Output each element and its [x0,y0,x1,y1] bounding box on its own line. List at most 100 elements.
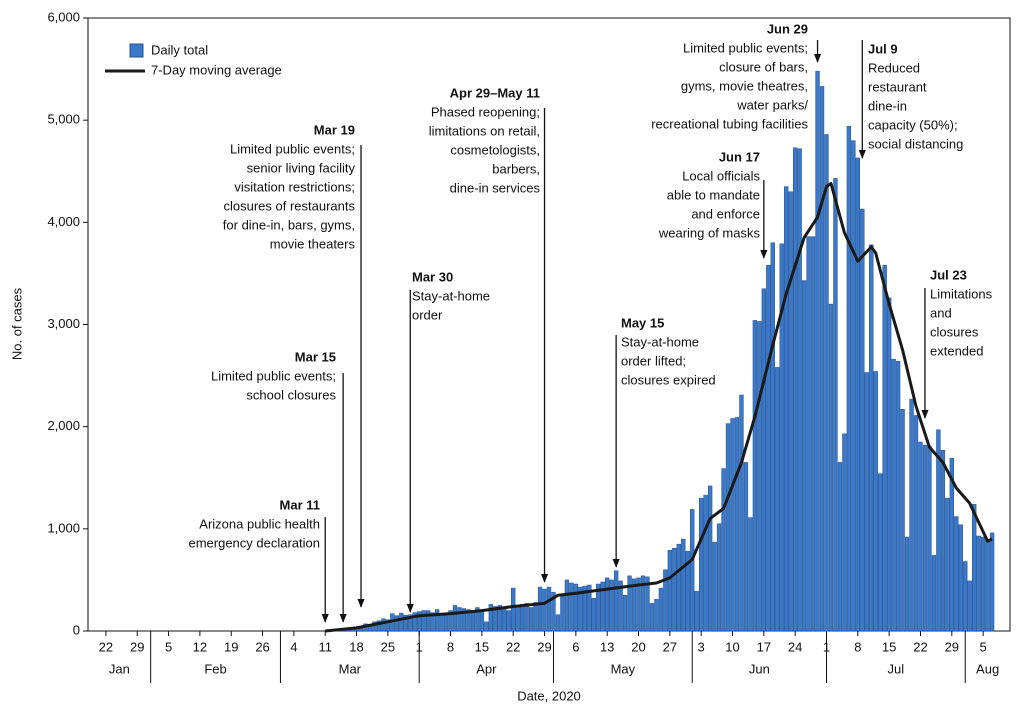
bar [775,367,780,632]
bar [578,586,583,632]
bar [587,584,592,632]
bar [493,606,498,632]
bar [385,619,391,632]
bar [757,321,762,632]
x-tick-label: 8 [854,639,861,654]
moving-average-line [325,182,993,633]
bar [922,444,928,632]
x-tick-label: 22 [506,639,520,654]
annotation-text: dine-in services [450,180,541,195]
bar [461,608,467,632]
annotation-heading: Jun 17 [719,149,760,164]
bar [676,543,681,632]
month-label: May [611,661,636,676]
bar [878,473,883,632]
bar [837,462,843,632]
bar [810,236,816,632]
bar [712,541,717,632]
x-tick-label: 5 [165,639,172,654]
bar [989,532,995,632]
bar [466,609,471,632]
annotation-text: cosmetologists, [450,142,540,157]
x-tick-label: 17 [757,639,771,654]
x-tick-label: 19 [224,639,238,654]
x-tick-label: 22 [913,639,927,654]
annotation-heading: Apr 29–May 11 [450,85,540,100]
x-tick-label: 10 [725,639,739,654]
bar [439,614,444,632]
annotation-text: emergency declaration [188,535,320,550]
bar [851,140,856,632]
annotation-text: dine-in [868,98,907,113]
annotation-text: for dine-in, bars, gyms, [223,217,355,232]
bar [886,297,892,632]
bar [743,462,749,632]
bar [448,610,453,632]
bar [963,561,968,632]
x-tick-label: 22 [99,639,113,654]
bar [484,621,489,632]
y-tick-label: 2,000 [47,418,80,433]
annotation-heading: Mar 15 [295,349,336,364]
bar [945,497,950,632]
annotation-heading: Jul 9 [868,41,898,56]
bar [417,611,422,632]
annotation-text: visitation restrictions; [234,179,355,194]
x-tick-label: 27 [663,639,677,654]
bar [631,578,637,632]
bar [519,604,525,632]
annotation-text: gyms, movie theatres, [681,78,808,93]
annotation-heading: Mar 11 [280,497,320,512]
annotation-text: able to mandate [667,187,760,202]
bar [425,610,431,632]
x-tick-label: 6 [572,639,579,654]
bar [658,587,664,632]
bar [806,236,811,632]
bar [828,303,834,632]
annotation-text: school closures [246,387,336,402]
bar [475,607,480,632]
annotation-text: closures [930,324,979,339]
bar [605,577,610,632]
annotation-text: and [930,305,952,320]
y-axis-label: No. of cases [9,287,24,360]
bar [842,433,847,632]
bar [564,579,570,632]
annotation-text: Limited public events; [230,141,355,156]
bar [403,614,408,632]
bar [654,599,659,632]
bar [985,539,990,632]
bar [784,186,789,632]
bar [613,570,619,632]
bar [600,581,605,632]
bar [412,612,417,632]
bar [636,577,641,632]
x-tick-label: 29 [537,639,551,654]
bar [551,591,556,632]
x-tick-label: 12 [193,639,207,654]
bar [452,605,458,632]
legend-swatch [129,43,144,58]
bar [748,517,753,632]
x-tick-label: 25 [381,639,395,654]
bar [976,535,981,632]
annotation-text: order [412,307,443,322]
bar [766,264,771,632]
annotation-text: movie theaters [270,236,356,251]
annotation-text: restaurant [868,79,927,94]
annotation-text: Limited public events; [211,368,336,383]
x-tick-label: 5 [980,639,987,654]
bar [434,609,440,632]
bar [904,536,910,632]
legend-label: 7-Day moving average [151,62,282,77]
bar [479,609,485,632]
annotation-heading: Jul 23 [930,267,967,282]
bar [399,612,404,632]
annotation-text: barbers, [492,161,540,176]
x-tick-label: 15 [882,639,896,654]
bar [524,603,529,632]
bar [408,614,413,632]
x-tick-label: 3 [698,639,705,654]
bar [622,594,628,632]
annotation-text: Limited public events; [683,40,808,55]
